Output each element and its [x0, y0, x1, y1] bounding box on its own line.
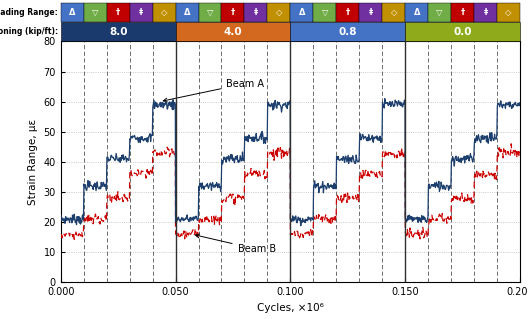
Text: †: † [231, 8, 235, 17]
Bar [360, 3, 382, 22]
Bar [130, 3, 153, 22]
Text: ‡: ‡ [139, 8, 143, 17]
Text: ◇: ◇ [505, 8, 512, 17]
Bar [336, 3, 360, 22]
Text: ◇: ◇ [276, 8, 282, 17]
Text: 8.0: 8.0 [109, 26, 127, 37]
Bar [175, 3, 199, 22]
Text: Beam A: Beam A [163, 78, 264, 102]
Bar [61, 3, 83, 22]
Text: ◇: ◇ [161, 8, 167, 17]
Text: Δ: Δ [413, 8, 420, 17]
Text: ‡: ‡ [369, 8, 373, 17]
Text: ‡: ‡ [484, 8, 488, 17]
Bar [268, 3, 290, 22]
Bar [497, 3, 520, 22]
Text: ‡: ‡ [254, 8, 258, 17]
Text: †: † [460, 8, 465, 17]
Text: ▽: ▽ [322, 8, 328, 17]
Bar [244, 3, 268, 22]
Text: Post-tensioning (kip/ft):: Post-tensioning (kip/ft): [0, 27, 58, 36]
Text: †: † [346, 8, 350, 17]
Bar [474, 3, 497, 22]
Text: Beam B: Beam B [195, 234, 276, 254]
Text: 0.8: 0.8 [338, 26, 357, 37]
Bar [61, 22, 175, 41]
Bar [406, 3, 428, 22]
Bar [199, 3, 221, 22]
Text: 0.0: 0.0 [454, 26, 472, 37]
Bar [451, 3, 474, 22]
Bar [153, 3, 176, 22]
Text: Δ: Δ [69, 8, 76, 17]
Text: ▽: ▽ [437, 8, 443, 17]
X-axis label: Cycles, ×10⁶: Cycles, ×10⁶ [257, 303, 324, 313]
Y-axis label: Strain Range, με: Strain Range, με [28, 119, 38, 205]
Bar [222, 3, 244, 22]
Text: Loading Range:: Loading Range: [0, 8, 58, 17]
Bar [83, 3, 107, 22]
Text: 4.0: 4.0 [224, 26, 242, 37]
Bar [175, 22, 290, 41]
Text: ▽: ▽ [207, 8, 213, 17]
Bar [382, 3, 406, 22]
Text: ▽: ▽ [92, 8, 98, 17]
Text: Δ: Δ [184, 8, 190, 17]
Bar [107, 3, 130, 22]
Bar [314, 3, 336, 22]
Bar [406, 22, 520, 41]
Text: Δ: Δ [299, 8, 305, 17]
Text: †: † [116, 8, 120, 17]
Bar [290, 3, 314, 22]
Bar [428, 3, 451, 22]
Text: ◇: ◇ [391, 8, 397, 17]
Bar [290, 22, 406, 41]
